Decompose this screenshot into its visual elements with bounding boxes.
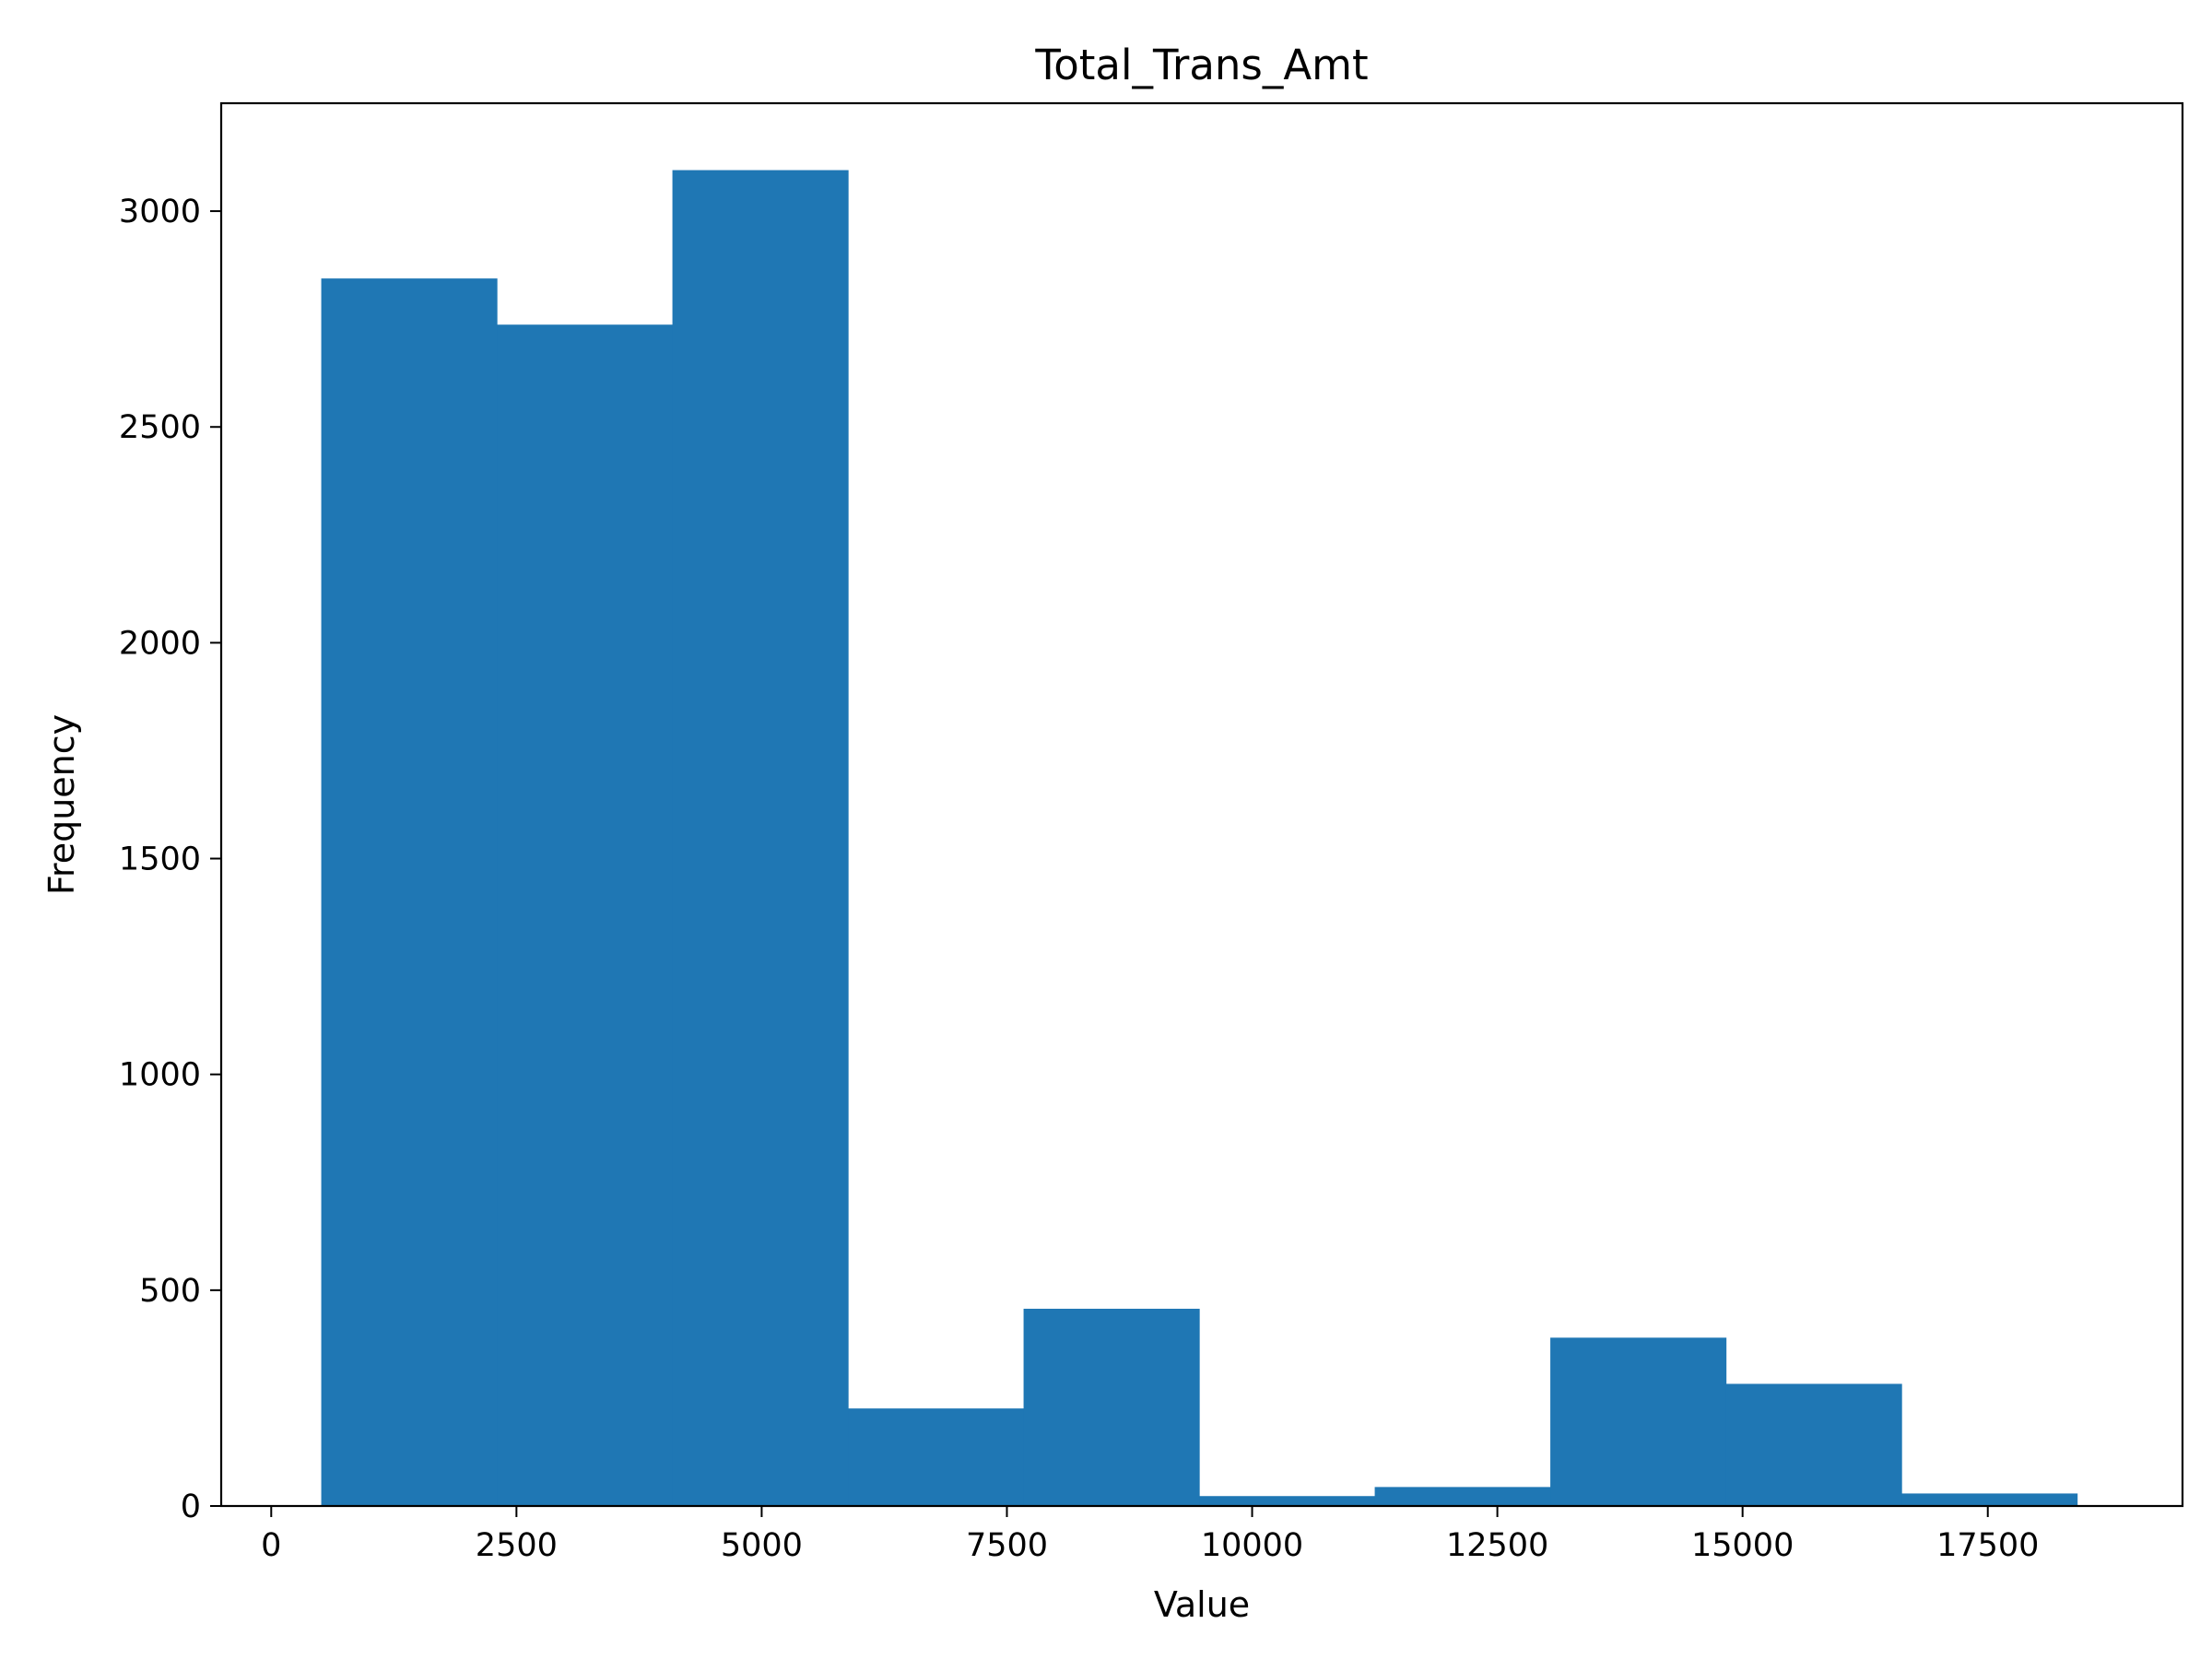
x-tick-label: 5000 [721, 1527, 803, 1564]
histogram-bar [497, 324, 674, 1507]
histogram-bar [1023, 1308, 1200, 1506]
chart-title: Total_Trans_Amt [1034, 41, 1368, 89]
x-tick-label: 7500 [966, 1527, 1048, 1564]
bars-group [321, 170, 2078, 1507]
x-tick-label: 0 [261, 1527, 281, 1564]
x-tick-label: 2500 [476, 1527, 558, 1564]
y-tick-label: 2500 [119, 409, 201, 446]
x-tick-label: 15000 [1691, 1527, 1794, 1564]
histogram-bar [1374, 1487, 1551, 1506]
y-tick-label: 2000 [119, 625, 201, 662]
y-tick-label: 0 [181, 1488, 201, 1525]
histogram-bar [1199, 1496, 1376, 1506]
histogram-bar [848, 1408, 1025, 1506]
histogram-bar [1725, 1383, 1902, 1506]
y-tick-label: 1000 [119, 1057, 201, 1094]
x-axis-title: Value [1154, 1584, 1250, 1625]
y-axis: 0 500 1000 1500 2000 2500 3000 [119, 194, 221, 1525]
y-tick-label: 500 [139, 1273, 201, 1310]
histogram-bar [1550, 1337, 1727, 1506]
y-tick-label: 3000 [119, 194, 201, 230]
x-tick-label: 17500 [1936, 1527, 2039, 1564]
histogram-bar [672, 170, 849, 1507]
y-axis-title: Frequency [41, 714, 82, 895]
x-tick-label: 10000 [1201, 1527, 1303, 1564]
histogram-bar [1901, 1493, 2078, 1506]
histogram-bar [321, 278, 498, 1506]
y-tick-label: 1500 [119, 841, 201, 878]
plot-frame [219, 101, 2184, 1508]
x-tick-label: 12500 [1446, 1527, 1548, 1564]
x-axis: 0 2500 5000 7500 10000 12500 15000 17500 [261, 1506, 2039, 1564]
